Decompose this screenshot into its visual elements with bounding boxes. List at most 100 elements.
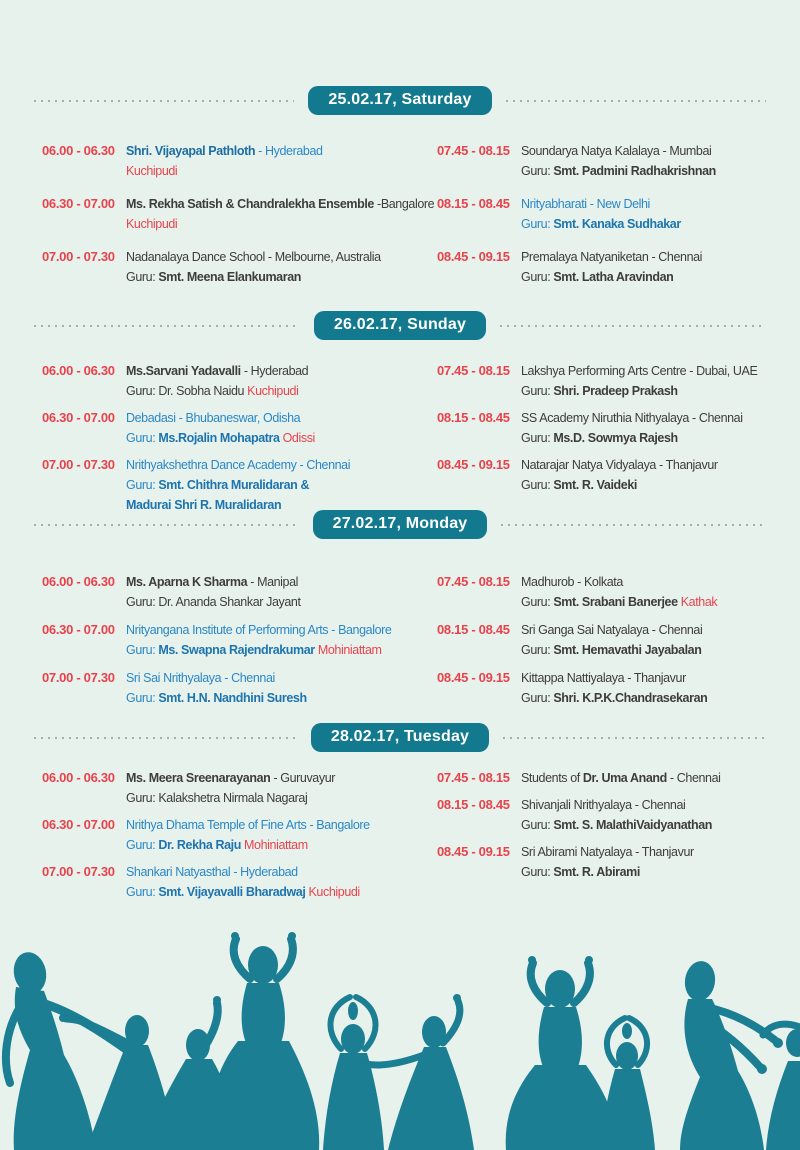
entry-line: Ms. Rekha Satish & Chandralekha Ensemble… [126,194,435,214]
schedule-entry: 07.00 - 07.30 Nadanalaya Dance School - M… [42,247,414,287]
entry-text-segment: Smt. H.N. Nandhini Suresh [158,691,307,705]
entry-line: Guru: Smt. Hemavathi Jayabalan [521,640,795,660]
schedule-entry: 07.00 - 07.30 Shankari Natyasthal - Hyder… [42,862,414,902]
day-section-monday: 27.02.17, Monday 06.00 - 06.30 Ms. Aparna… [0,510,800,705]
dancer-silhouette-leaning-2 [680,961,783,1150]
entry-line: Nadanalaya Dance School - Melbourne, Aus… [126,247,414,267]
dotted-rule [503,736,766,739]
entry-line: Guru: Smt. Vijayavalli Bharadwaj Kuchipu… [126,882,414,902]
entry-text-segment: Guru: [126,838,159,852]
entry-line: Guru: Smt. Chithra Muralidaran & [126,475,414,495]
schedule-entry: 08.15 - 08.45 Nrityabharati - New Delhi Gu… [437,194,795,234]
entry-line: Madurai Shri R. Muralidaran [126,495,414,515]
entry-line: Guru: Smt. Padmini Radhakrishnan [521,161,795,181]
entry-details: Premalaya Natyaniketan - Chennai Guru: Sm… [521,247,795,287]
time-slot: 06.30 - 07.00 [42,196,115,211]
entry-text-segment: Kuchipudi [247,384,299,398]
entry-details: Sri Sai Nrithyalaya - Chennai Guru: Smt. … [126,668,414,708]
schedule-entry: 08.45 - 09.15 Premalaya Natyaniketan - Ch… [437,247,795,287]
entry-text-segment: Nrithyakshethra Dance Academy - Chennai [126,458,351,472]
schedule-entry: 06.30 - 07.00 Nrityangana Institute of Pe… [42,620,414,660]
entry-details: Shivanjali Nrithyalaya - Chennai Guru: Sm… [521,795,795,835]
entry-line: Guru: Smt. Kanaka Sudhakar [521,214,795,234]
entry-line: Nrityabharati - New Delhi [521,194,795,214]
entry-text-segment: Guru: [521,431,554,445]
day-header: 26.02.17, Sunday [0,311,800,340]
entry-text-segment: Shri. Pradeep Prakash [553,384,678,398]
time-slot: 08.45 - 09.15 [437,844,510,859]
entry-text-segment: -Bangalore [373,197,435,211]
entry-text-segment: Ms.Sarvani Yadavalli [126,364,241,378]
schedule-column-right: 07.45 - 08.15 Soundarya Natya Kalalaya - … [437,115,795,300]
time-slot: 07.45 - 08.15 [437,574,510,589]
schedule-column-left: 06.00 - 06.30 Ms. Aparna K Sharma - Manip… [42,539,414,716]
day-header: 25.02.17, Saturday [0,86,800,115]
entry-details: Nrithyakshethra Dance Academy - Chennai G… [126,455,414,515]
entry-text-segment: Sri Abirami Natyalaya - Thanjavur [521,845,694,859]
schedule-entry: 06.30 - 07.00 Nrithya Dhama Temple of Fin… [42,815,414,855]
entry-line: Soundarya Natya Kalalaya - Mumbai [521,141,795,161]
entry-line: Guru: Ms. Swapna Rajendrakumar Mohiniatt… [126,640,414,660]
schedule-column-left: 06.00 - 06.30 Ms.Sarvani Yadavalli - Hyde… [42,340,414,522]
entry-line: Guru: Smt. Srabani Banerjee Kathak [521,592,795,612]
entry-text-segment: Nrityangana Institute of Performing Arts… [126,623,392,637]
entry-text-segment: Premalaya Natyaniketan - Chennai [521,250,703,264]
dancer-silhouette-edge [759,1020,800,1150]
entry-details: Sri Abirami Natyalaya - Thanjavur Guru: S… [521,842,795,882]
entry-line: SS Academy Niruthia Nithyalaya - Chennai [521,408,795,428]
entry-text-segment: Nrityabharati - New Delhi [521,197,650,211]
entry-text-segment: Shankari Natyasthal - Hyderabad [126,865,298,879]
entry-text-segment: Guru: [521,217,554,231]
entry-text-segment: Nrithya Dhama Temple of Fine Arts - Bang… [126,818,370,832]
entry-text-segment: Sri Sai Nrithyalaya - Chennai [126,671,275,685]
entry-line: Guru: Smt. R. Abirami [521,862,795,882]
entry-text-segment: Sri Ganga Sai Natyalaya - Chennai [521,623,703,637]
entry-line: Kittappa Nattiyalaya - Thanjavur [521,668,795,688]
schedule-entry: 08.15 - 08.45 Sri Ganga Sai Natyalaya - C… [437,620,795,660]
entry-line: Guru: Kalakshetra Nirmala Nagaraj [126,788,414,808]
entry-details: Kittappa Nattiyalaya - Thanjavur Guru: Sh… [521,668,795,708]
entry-text-segment: Mohiniattam [317,643,382,657]
entry-line: Guru: Dr. Sobha Naidu Kuchipudi [126,381,414,401]
entry-text-segment: Mohiniattam [244,838,308,852]
day-header: 28.02.17, Tuesday [0,723,800,752]
entry-details: Sri Ganga Sai Natyalaya - Chennai Guru: S… [521,620,795,660]
entry-details: Nrityabharati - New Delhi Guru: Smt. Kana… [521,194,795,234]
entry-text-segment: Ms. Rekha Satish & Chandralekha Ensemble [126,197,374,211]
entry-text-segment: - Manipal [247,575,299,589]
entry-line: Nrithyakshethra Dance Academy - Chennai [126,455,414,475]
entry-text-segment: Natarajar Natya Vidyalaya - Thanjavur [521,458,718,472]
schedule-column-right: 07.45 - 08.15 Lakshya Performing Arts Cen… [437,340,795,502]
entry-text-segment: Smt. R. Abirami [553,865,640,879]
entry-text-segment: Kittappa Nattiyalaya - Thanjavur [521,671,686,685]
entry-text-segment: Madhurob - Kolkata [521,575,623,589]
entry-text-segment: Lakshya Performing Arts Centre - Dubai, … [521,364,758,378]
entry-details: Nadanalaya Dance School - Melbourne, Aus… [126,247,414,287]
time-slot: 08.45 - 09.15 [437,670,510,685]
dancer-silhouette-kneeling-2 [360,994,474,1150]
schedule-entry: 08.45 - 09.15 Kittappa Nattiyalaya - Than… [437,668,795,708]
entry-text-segment: Kathak [680,595,718,609]
time-slot: 08.15 - 08.45 [437,622,510,637]
entry-details: Madhurob - Kolkata Guru: Smt. Srabani Ban… [521,572,795,612]
entry-text-segment: SS Academy Niruthia Nithyalaya - Chennai [521,411,743,425]
time-slot: 08.45 - 09.15 [437,457,510,472]
entry-details: Shankari Natyasthal - Hyderabad Guru: Smt… [126,862,414,902]
entry-text-segment: Smt. Hemavathi Jayabalan [553,643,702,657]
entry-text-segment: Guru: Dr. Ananda Shankar Jayant [126,595,301,609]
time-slot: 06.00 - 06.30 [42,143,115,158]
time-slot: 06.30 - 07.00 [42,622,115,637]
entry-details: Debadasi - Bhubaneswar, Odisha Guru: Ms.R… [126,408,414,448]
date-badge: 25.02.17, Saturday [308,86,492,115]
entry-text-segment: Guru: Kalakshetra Nirmala Nagaraj [126,791,308,805]
schedule-column-right: 07.45 - 08.15 Students of Dr. Uma Anand -… [437,752,795,889]
schedule-entry: 07.45 - 08.15 Students of Dr. Uma Anand -… [437,768,795,788]
schedule-entry: 06.00 - 06.30 Ms.Sarvani Yadavalli - Hyde… [42,361,414,401]
entry-line: Shankari Natyasthal - Hyderabad [126,862,414,882]
time-slot: 06.00 - 06.30 [42,363,115,378]
time-slot: 07.00 - 07.30 [42,249,115,264]
dancer-silhouette-arms-up [208,932,320,1150]
entry-details: Lakshya Performing Arts Centre - Dubai, … [521,361,795,401]
entry-text-segment: Guru: [126,478,159,492]
entry-text-segment: Smt. R. Vaideki [553,478,637,492]
